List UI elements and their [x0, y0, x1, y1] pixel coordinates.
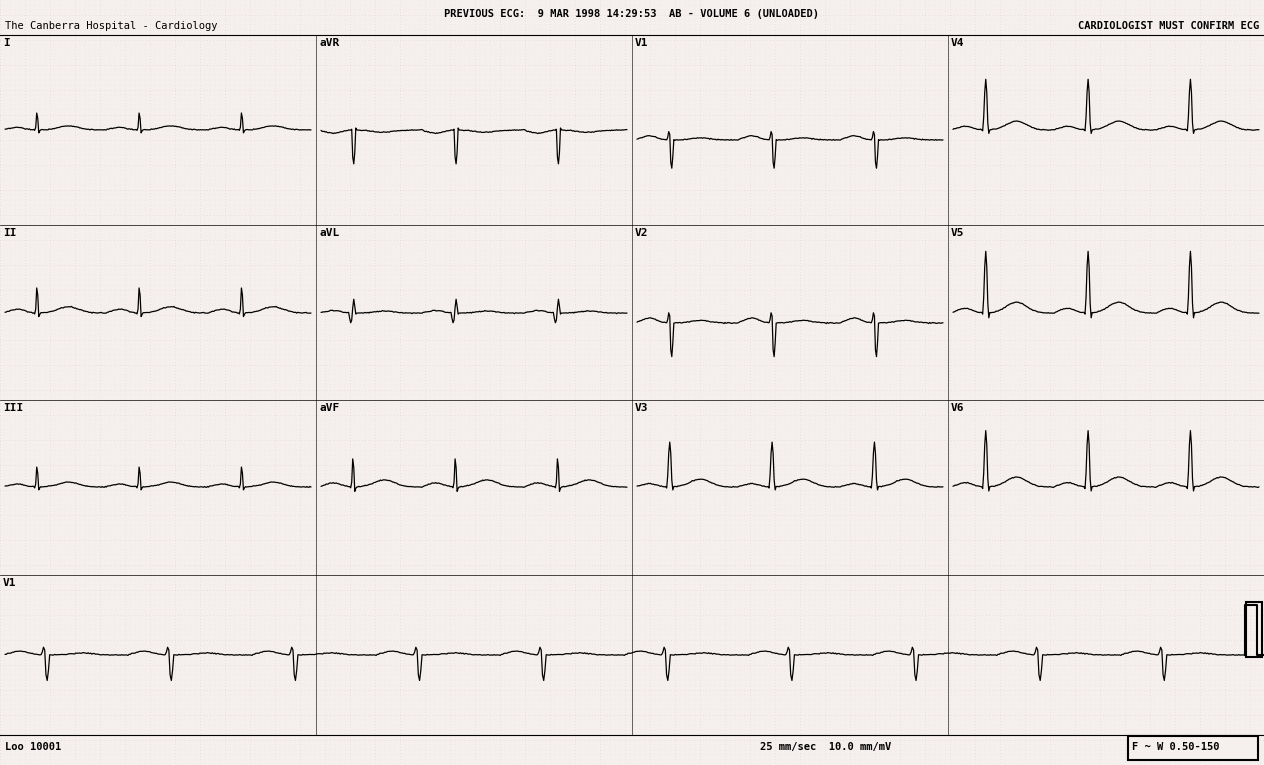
- Text: V1: V1: [3, 578, 16, 588]
- Text: aVF: aVF: [319, 403, 339, 413]
- Text: II: II: [3, 228, 16, 238]
- Text: Loo 10001: Loo 10001: [5, 742, 61, 752]
- Text: I: I: [3, 38, 10, 48]
- Text: V5: V5: [951, 228, 964, 238]
- Bar: [1246, 602, 1261, 657]
- Text: 25 mm/sec  10.0 mm/mV: 25 mm/sec 10.0 mm/mV: [760, 742, 891, 752]
- Text: V2: V2: [635, 228, 648, 238]
- Text: V6: V6: [951, 403, 964, 413]
- Text: V3: V3: [635, 403, 648, 413]
- Text: CARDIOLOGIST MUST CONFIRM ECG: CARDIOLOGIST MUST CONFIRM ECG: [1078, 21, 1259, 31]
- Text: III: III: [3, 403, 23, 413]
- Text: V4: V4: [951, 38, 964, 48]
- Text: aVL: aVL: [319, 228, 339, 238]
- Text: F ~ W 0.50-150: F ~ W 0.50-150: [1133, 742, 1220, 752]
- Text: aVR: aVR: [319, 38, 339, 48]
- Text: The Canberra Hospital - Cardiology: The Canberra Hospital - Cardiology: [5, 21, 217, 31]
- Bar: [1127, 736, 1258, 760]
- Text: PREVIOUS ECG:  9 MAR 1998 14:29:53  AB - VOLUME 6 (UNLOADED): PREVIOUS ECG: 9 MAR 1998 14:29:53 AB - V…: [445, 9, 819, 19]
- Text: V1: V1: [635, 38, 648, 48]
